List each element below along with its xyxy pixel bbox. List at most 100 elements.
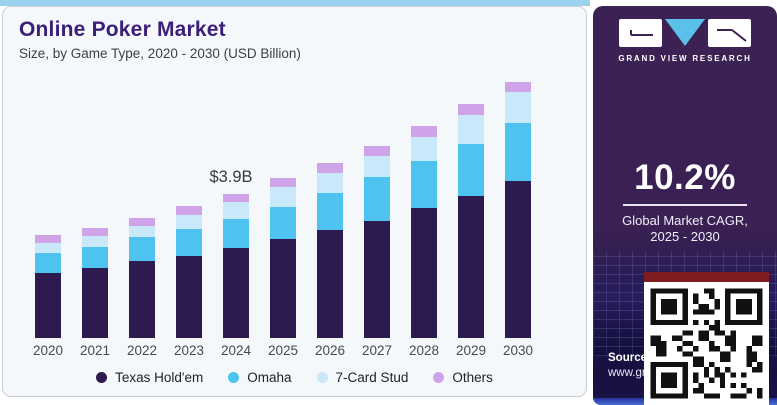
bar-segment [129,236,155,261]
bar-2022 [129,217,155,338]
stacked-bar-chart: $3.9B [35,78,531,338]
qr-code-image [644,282,769,405]
bar-segment [129,217,155,226]
cagr-block: 10.2% Global Market CAGR, 2025 - 2030 [593,158,777,245]
bar-segment [270,239,296,338]
bar-segment [364,156,390,178]
legend-dot-icon [228,372,240,383]
qr-top-bar [644,272,769,282]
r-mark-icon [708,19,751,47]
legend-item: Texas Hold'em [96,370,203,385]
legend-label: Others [452,370,493,385]
bar-segment [505,82,531,93]
logo-wordmark: GRAND VIEW RESEARCH [618,54,752,63]
bar-2029 [458,103,484,338]
cagr-label-line1: Global Market CAGR, [622,213,748,228]
bar-segment [458,114,484,144]
bar-segment [411,137,437,162]
legend-label: Texas Hold'em [115,370,204,385]
bar-segment [505,181,531,338]
bar-segment [176,256,202,338]
legend-label: Omaha [247,370,292,385]
bar-segment [35,243,61,254]
g-mark-icon [619,19,662,47]
v-triangle-icon [665,19,705,46]
value-annotation: $3.9B [209,168,253,186]
top-accent-strip [0,0,590,6]
bar-segment [458,143,484,196]
x-tick-label: 2022 [126,343,158,358]
source-url: www.gra [608,367,653,379]
bar-segment [505,92,531,124]
bar-2026 [317,163,343,338]
bar-2030 [505,82,531,338]
bar-segment [411,126,437,138]
bar-segment [35,273,61,338]
bar-2027 [364,146,390,338]
bar-segment [364,146,390,157]
bar-2023 [176,206,202,338]
bar-segment [505,123,531,182]
source-label: Source: [608,352,651,364]
bar-segment [176,229,202,257]
bar-2025 [270,178,296,338]
bar-segment [35,253,61,274]
x-tick-label: 2025 [267,343,299,358]
bar-segment [270,207,296,240]
bar-segment [82,227,108,236]
bar-segment [458,195,484,338]
page-subtitle: Size, by Game Type, 2020 - 2030 (USD Bil… [19,46,301,61]
x-tick-label: 2023 [173,343,205,358]
bar-segment [82,267,108,338]
legend-item: 7-Card Stud [316,370,409,385]
bar-segment [223,194,249,203]
chart-card: Online Poker Market Size, by Game Type, … [2,6,587,397]
bar-segment [223,248,249,338]
bar-segment [82,235,108,247]
bar-segment [411,161,437,209]
x-tick-label: 2026 [314,343,346,358]
bar-segment [270,187,296,208]
bar-segment [317,173,343,194]
bar-segment [223,202,249,219]
bar-segment [270,178,296,188]
gvr-logo: GRAND VIEW RESEARCH [593,19,777,63]
bar-segment [129,225,155,237]
legend-dot-icon [316,372,328,383]
x-tick-label: 2028 [408,343,440,358]
cagr-divider [623,204,747,206]
x-axis-labels: 2020 2021 2022 2023 2024 2025 2026 2027 2028 2029… [33,343,533,358]
page-title: Online Poker Market [19,18,226,41]
x-tick-label: 2024 [220,343,252,358]
chart-legend: Texas Hold'em Omaha 7-Card Stud Others [3,370,586,385]
legend-label: 7-Card Stud [335,370,409,385]
bar-segment [317,193,343,230]
bar-segment [129,260,155,338]
cagr-value: 10.2% [634,158,736,197]
bar-segment [411,208,437,338]
legend-item: Others [433,370,493,385]
bars [35,78,531,338]
bar-2028 [411,126,437,338]
bar-2021 [82,227,108,338]
bar-segment [317,163,343,174]
bar-segment [458,103,484,115]
bar-segment [176,206,202,216]
x-tick-label: 2027 [361,343,393,358]
legend-item: Omaha [228,370,292,385]
bar-segment [176,215,202,230]
legend-dot-icon [96,372,108,383]
x-tick-label: 2021 [79,343,111,358]
bar-2020 [35,235,61,338]
x-tick-label: 2030 [502,343,534,358]
x-tick-label: 2029 [455,343,487,358]
bar-segment [364,221,390,338]
qr-code-overlay [644,272,769,405]
bar-segment [82,246,108,268]
bar-segment [223,218,249,248]
logo-marks [593,19,777,47]
bar-segment [35,235,61,244]
source-note: Source: www.gra [608,352,652,379]
bar-segment [364,177,390,221]
